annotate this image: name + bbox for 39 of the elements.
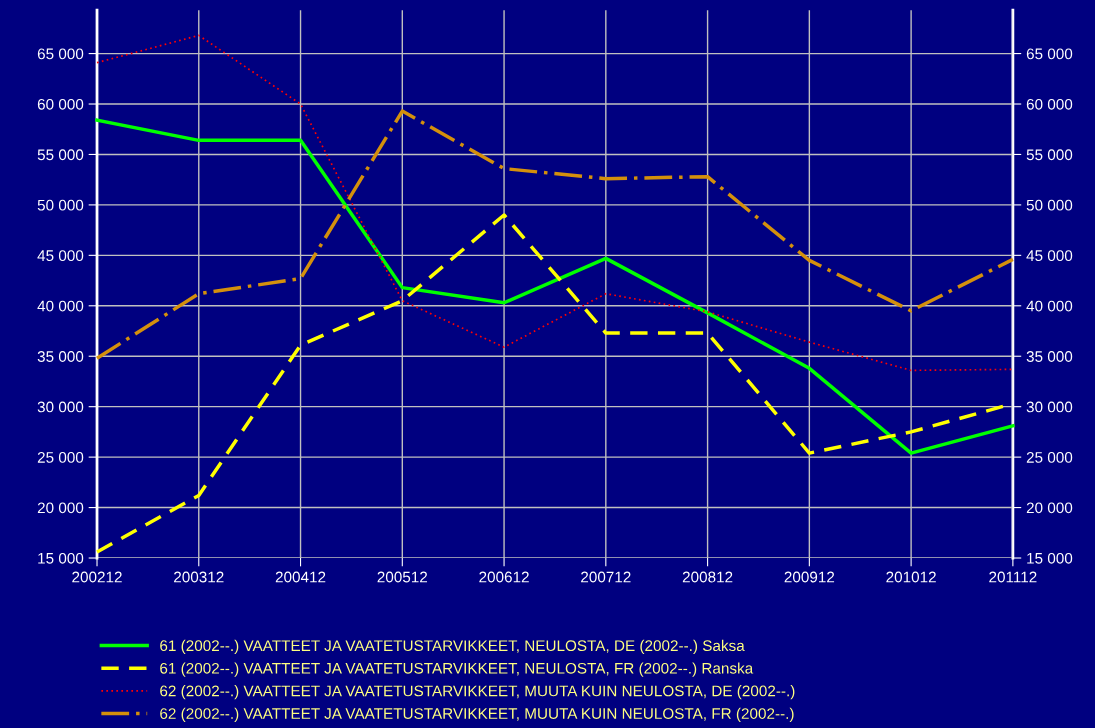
x-tick-label: 200712 <box>581 571 631 583</box>
y2-tick-label: 20 000 <box>1026 502 1073 514</box>
y-tick-label: 40 000 <box>37 300 84 312</box>
x-tick-label: 200312 <box>174 571 224 583</box>
y-tick-label: 60 000 <box>37 98 84 110</box>
y-tick-label: 15 000 <box>38 552 84 564</box>
line-series <box>96 34 1014 372</box>
y2-tick-label: 40 000 <box>1026 300 1073 312</box>
x-tick-label: 200912 <box>784 571 835 583</box>
x-tick-label: 200612 <box>479 571 529 583</box>
y2-tick-label: 60 000 <box>1026 98 1073 110</box>
legend-label: 62 (2002--.) VAATTEET JA VAATETUSTARVIKKEET, MUUTA KUIN NEULOSTA, FR (2002--.) <box>160 707 794 722</box>
y2-tick-label: 30 000 <box>1026 401 1073 413</box>
y-tick-label: 30 000 <box>37 401 84 413</box>
line-series <box>95 118 1015 455</box>
legend-label: 61 (2002--.) VAATTEET JA VAATETUSTARVIKKEET, NEULOSTA, DE (2002--.) Saksa <box>160 639 745 655</box>
y2-tick-label: 55 000 <box>1026 149 1073 161</box>
x-tick-label: 200212 <box>72 571 122 583</box>
legend-label: 62 (2002--.) VAATTEET JA VAATETUSTARVIKKEET, MUUTA KUIN NEULOSTA, DE (2002--.) <box>160 685 795 700</box>
y-tick-label: 20 000 <box>37 502 84 514</box>
y2-tick-label: 15 000 <box>1027 552 1073 564</box>
x-tick-label: 200812 <box>682 571 733 583</box>
y2-tick-label: 35 000 <box>1026 351 1073 362</box>
legend-label: 61 (2002--.) VAATTEET JA VAATETUSTARVIKKEET, NEULOSTA, FR (2002--.) Ranska <box>160 662 754 677</box>
y2-tick-label: 65 000 <box>1026 48 1073 60</box>
y-tick-label: 25 000 <box>37 451 84 463</box>
y-tick-label: 35 000 <box>37 351 84 362</box>
y-tick-label: 65 000 <box>37 48 84 60</box>
x-tick-label: 200512 <box>377 571 428 583</box>
y2-tick-label: 50 000 <box>1026 199 1073 211</box>
y2-tick-label: 45 000 <box>1026 250 1073 262</box>
line-series <box>95 109 1015 360</box>
x-tick-label: 201112 <box>989 571 1037 583</box>
y-tick-label: 45 000 <box>37 250 84 262</box>
y2-tick-label: 25 000 <box>1026 451 1073 463</box>
y-tick-label: 55 000 <box>37 149 84 161</box>
x-tick-label: 200412 <box>275 571 326 583</box>
y-tick-label: 50 000 <box>37 199 84 211</box>
x-tick-label: 201012 <box>886 571 936 583</box>
